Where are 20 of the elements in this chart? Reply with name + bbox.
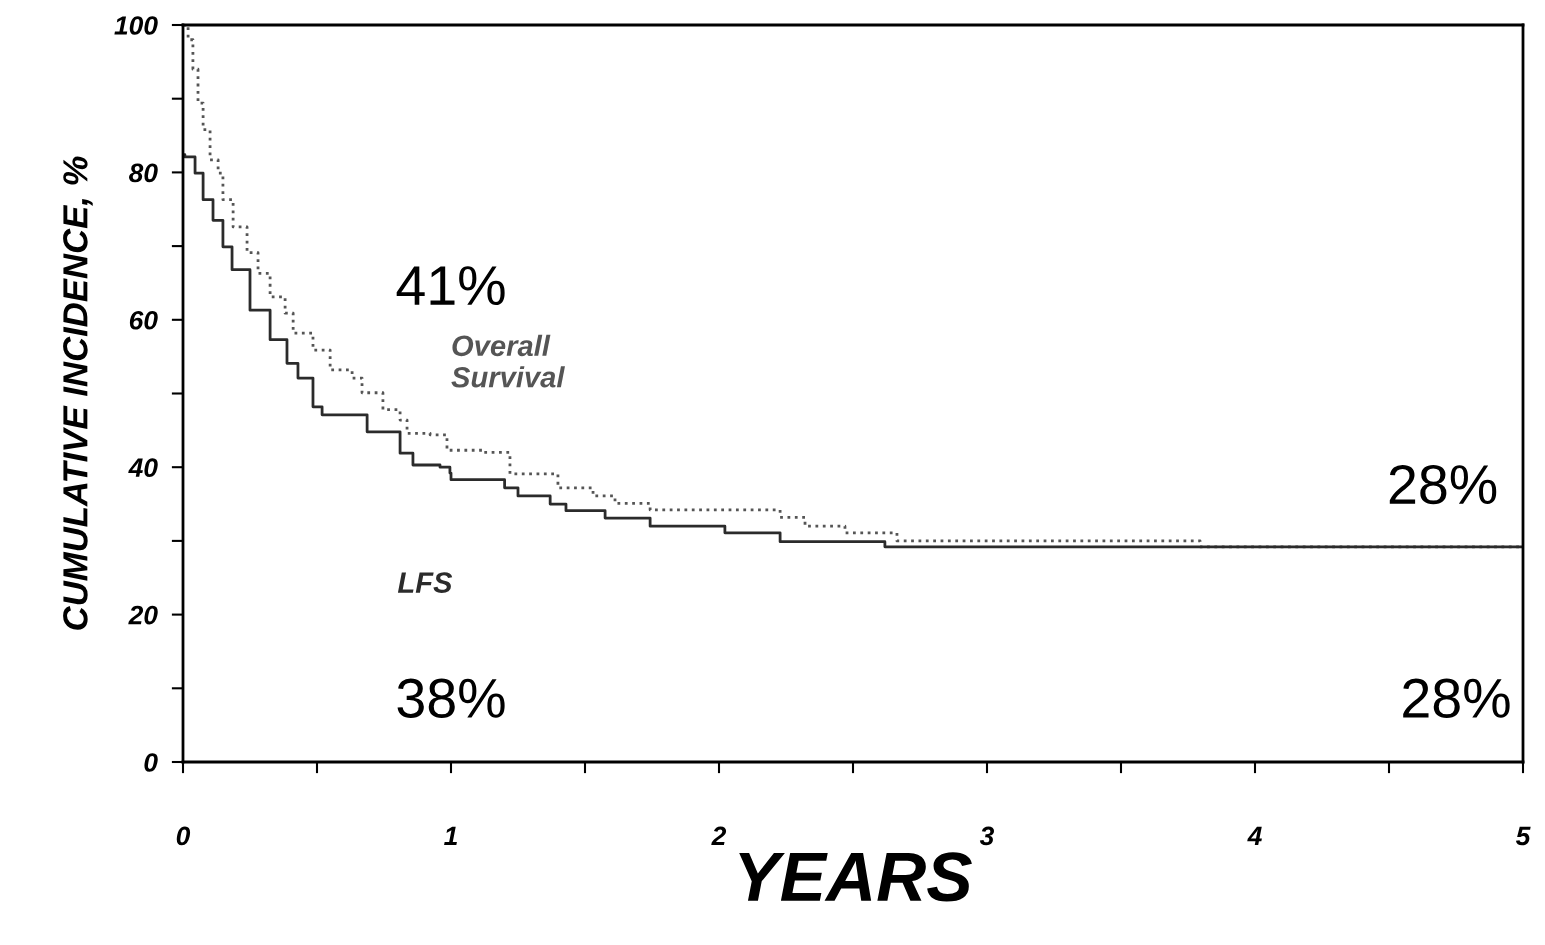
x-tick-label: 1	[444, 826, 457, 846]
x-tick-label: 4	[1247, 826, 1262, 846]
y-tick-label: 20	[128, 605, 158, 625]
y-tick-label: 100	[114, 16, 158, 35]
annotation: 28%	[1389, 464, 1497, 505]
x-tick-label: 3	[979, 826, 995, 846]
y-axis-title: CUMULATIVE INCIDENCE, %	[63, 156, 93, 630]
annotation: 38%	[397, 678, 505, 718]
y-tick-label: 40	[128, 458, 158, 478]
text: LFS	[397, 572, 453, 593]
y-tick-label: 60	[129, 310, 158, 330]
x-tick-label: 5	[1515, 826, 1531, 846]
x-tick-label: 0	[176, 826, 191, 846]
x-tick-label: 2	[711, 826, 727, 846]
series-label: Overall Survival	[451, 334, 565, 388]
y-tick-label: 80	[129, 163, 158, 183]
annotation: 41%	[396, 266, 505, 306]
x-axis-title: YEARS	[739, 852, 972, 902]
annotation: 28%	[1403, 678, 1510, 718]
y-tick-label: 0	[144, 753, 158, 772]
